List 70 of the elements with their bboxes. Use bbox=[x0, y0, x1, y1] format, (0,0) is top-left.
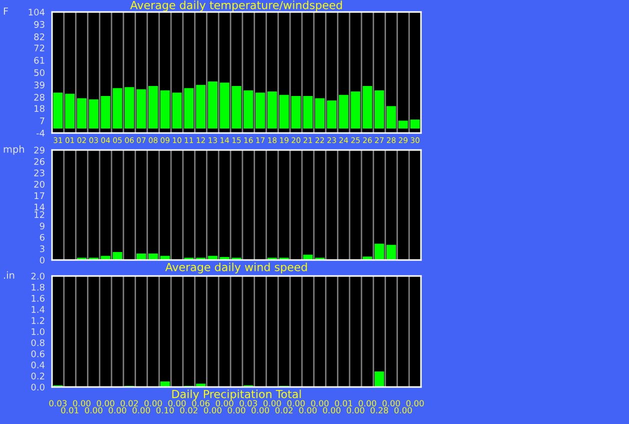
data-label: 0.00 bbox=[323, 407, 340, 414]
data-label: 0.00 bbox=[382, 400, 400, 406]
data-label: 0.28 bbox=[370, 407, 388, 414]
y-tick-label: 26 bbox=[34, 158, 44, 165]
data-label: 0.00 bbox=[406, 400, 424, 406]
data-label: 0.00 bbox=[287, 400, 305, 406]
data-label: 0.03 bbox=[49, 400, 67, 406]
data-label: 0.00 bbox=[108, 407, 126, 414]
y-tick-label: 82 bbox=[34, 33, 44, 40]
chart-title: Average daily temperature/windspeed bbox=[130, 0, 342, 12]
x-axis-title: Daily Precipitation Total bbox=[172, 390, 301, 400]
data-label: 0.00 bbox=[228, 407, 246, 414]
y-axis-title: mph bbox=[4, 145, 24, 155]
data-label: 0.00 bbox=[358, 400, 376, 406]
y-tick-label: 50 bbox=[34, 69, 44, 76]
y-tick-label: 104 bbox=[28, 8, 45, 16]
data-label: 0.06 bbox=[192, 400, 210, 406]
y-tick-label: 7 bbox=[40, 118, 44, 124]
y-axis-title: .in bbox=[4, 271, 14, 279]
data-label: 0.00 bbox=[311, 400, 329, 406]
y-tick-label: 3 bbox=[40, 245, 44, 252]
data-label: 0.00 bbox=[96, 400, 114, 406]
y-tick-label: 1.4 bbox=[32, 306, 45, 313]
data-label: 0.00 bbox=[168, 400, 186, 406]
y-tick-label: 93 bbox=[34, 21, 44, 28]
data-label: 0.10 bbox=[156, 407, 174, 414]
data-label: 0.01 bbox=[61, 407, 78, 414]
data-label: 0.00 bbox=[73, 400, 90, 406]
data-label: 0.00 bbox=[299, 407, 317, 414]
y-tick-label: 17 bbox=[34, 192, 44, 199]
data-label: 0.00 bbox=[144, 400, 162, 406]
y-tick-label: 12 bbox=[34, 211, 44, 218]
y-tick-label: 2.0 bbox=[31, 272, 44, 280]
data-label: 0.00 bbox=[346, 407, 364, 414]
y-tick-label: 9 bbox=[40, 222, 44, 230]
y-tick-label: 0.4 bbox=[31, 362, 45, 368]
data-label: 0.00 bbox=[84, 407, 102, 414]
data-label: 0.00 bbox=[132, 407, 150, 414]
y-tick-label: -4 bbox=[36, 130, 45, 136]
y-tick-label: 1.8 bbox=[32, 284, 44, 291]
y-tick-label: 1.2 bbox=[32, 317, 44, 324]
data-label: 0.00 bbox=[394, 407, 412, 414]
y-tick-label: 23 bbox=[34, 169, 44, 176]
data-label: 0.00 bbox=[263, 400, 281, 406]
data-label: 0.02 bbox=[180, 407, 198, 414]
x-axis-title: Average daily wind speed bbox=[165, 262, 307, 274]
data-label: 0.00 bbox=[204, 407, 222, 414]
y-tick-label: 39 bbox=[34, 82, 44, 88]
y-tick-label: 0.0 bbox=[31, 384, 44, 391]
y-tick-label: 61 bbox=[34, 56, 44, 64]
data-label: 0.01 bbox=[334, 400, 352, 406]
data-label: 0.00 bbox=[216, 400, 234, 406]
y-tick-label: 0.8 bbox=[31, 339, 44, 346]
y-tick-label: 6 bbox=[40, 234, 44, 241]
data-label: 0.00 bbox=[252, 407, 270, 414]
y-tick-label: 18 bbox=[34, 105, 44, 112]
y-tick-label: 0.2 bbox=[31, 372, 44, 380]
data-label: 0.02 bbox=[120, 400, 138, 406]
y-tick-label: 72 bbox=[34, 44, 44, 52]
y-tick-label: 1.0 bbox=[32, 328, 44, 336]
y-tick-label: 1.6 bbox=[32, 294, 44, 302]
y-tick-label: 29 bbox=[34, 146, 44, 154]
y-tick-label: 0.6 bbox=[31, 350, 44, 358]
data-label: 0.03 bbox=[240, 400, 258, 406]
y-tick-label: 20 bbox=[34, 180, 44, 188]
y-tick-label: 0 bbox=[40, 256, 44, 264]
data-label: 0.02 bbox=[275, 407, 293, 414]
y-tick-label: 28 bbox=[34, 94, 44, 101]
y-axis-title: F bbox=[4, 8, 8, 15]
y-tick-label: 14 bbox=[34, 204, 45, 210]
